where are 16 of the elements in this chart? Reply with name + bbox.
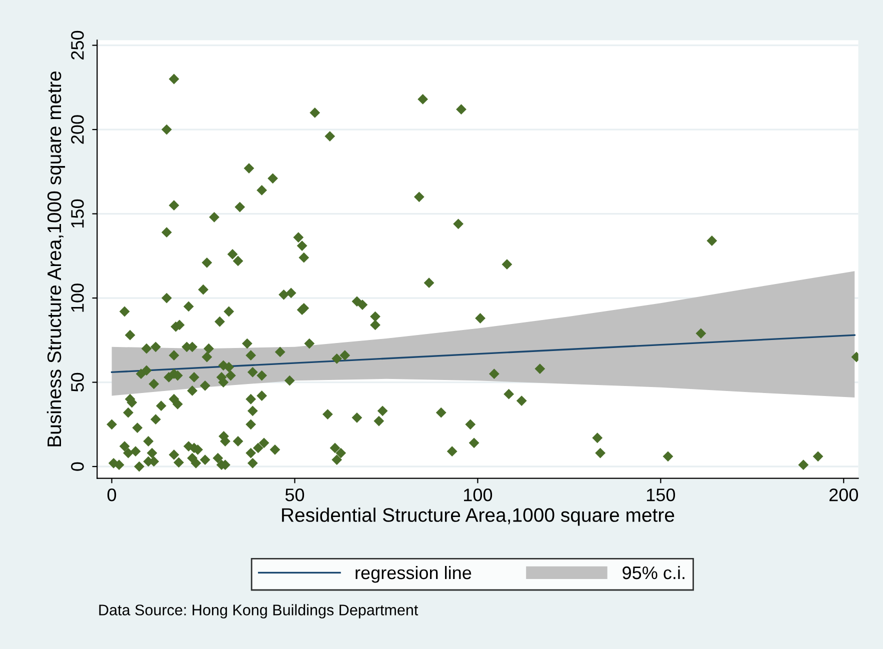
y-tick-label: 200 — [71, 115, 84, 144]
y-tick-label: 150 — [71, 199, 84, 228]
source-note: Data Source: Hong Kong Buildings Department — [99, 604, 418, 618]
x-tick-label: 150 — [646, 488, 676, 502]
y-tick-label: 250 — [71, 30, 84, 60]
y-axis-title: Business Structure Area,1000 square metre — [46, 72, 66, 446]
x-tick-label: 200 — [829, 488, 858, 502]
y-tick-label: 100 — [71, 284, 84, 312]
x-tick-label: 50 — [285, 488, 304, 502]
x-tick-label: 100 — [464, 488, 492, 502]
legend-label: 95% c.i. — [622, 566, 684, 580]
legend-label: regression line — [356, 566, 472, 583]
x-axis-title: Residential Structure Area,1000 square metre — [282, 508, 674, 526]
y-tick-label: 50 — [71, 372, 84, 392]
y-tick-label: 0 — [71, 462, 84, 471]
x-tick-label: 0 — [107, 488, 116, 502]
